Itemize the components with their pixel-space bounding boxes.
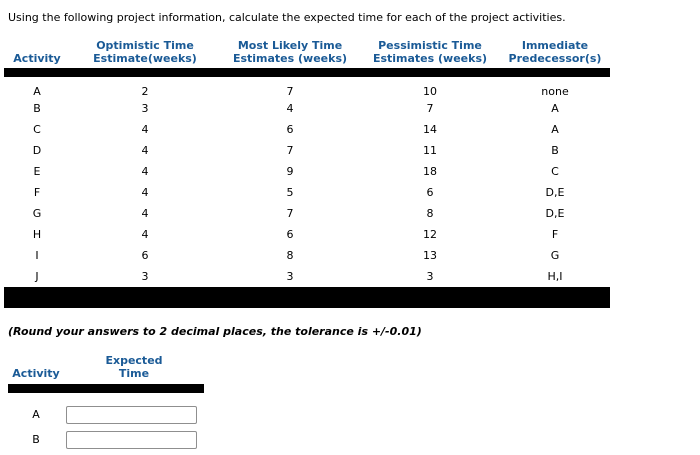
header-activity: Activity xyxy=(13,52,61,65)
cell-predecessors: G xyxy=(550,249,560,262)
answer-table-divider xyxy=(8,384,204,393)
cell-pessimistic: 3 xyxy=(426,270,434,283)
answer-row: A xyxy=(8,393,204,424)
cell-most-likely: 3 xyxy=(286,270,294,283)
answer-row: B xyxy=(8,424,204,455)
cell-activity: J xyxy=(35,270,39,283)
cell-activity: E xyxy=(33,165,41,178)
cell-activity: A xyxy=(32,408,40,421)
cell-pessimistic: 11 xyxy=(423,144,437,157)
cell-predecessors: none xyxy=(541,85,569,98)
table-row: J 3 3 3 H,I xyxy=(4,266,610,287)
cell-optimistic: 4 xyxy=(141,228,149,241)
project-activities-table: Activity Optimistic Time Estimate(weeks)… xyxy=(4,39,610,308)
header-expected-time: Expected Time xyxy=(105,354,163,380)
expected-time-table: Activity Expected Time A B xyxy=(8,354,204,455)
table-row: C 4 6 14 A xyxy=(4,119,610,140)
cell-optimistic: 6 xyxy=(141,249,149,262)
header-most-likely-time: Most Likely Time Estimates (weeks) xyxy=(232,39,348,65)
cell-optimistic: 4 xyxy=(141,144,149,157)
cell-pessimistic: 7 xyxy=(426,102,434,115)
cell-most-likely: 5 xyxy=(286,186,294,199)
table-bottom-divider xyxy=(4,287,610,308)
divider-bar xyxy=(4,287,610,308)
header-row: Activity Optimistic Time Estimate(weeks)… xyxy=(4,39,610,68)
expected-time-input-a[interactable] xyxy=(66,405,197,424)
cell-activity: A xyxy=(33,85,41,98)
header-optimistic-time: Optimistic Time Estimate(weeks) xyxy=(93,39,197,65)
table-row: A 2 7 10 none xyxy=(4,77,610,98)
table-row: D 4 7 11 B xyxy=(4,140,610,161)
cell-activity: H xyxy=(32,228,42,241)
cell-optimistic: 2 xyxy=(141,85,149,98)
cell-predecessors: C xyxy=(551,165,559,178)
cell-predecessors: D,E xyxy=(545,186,565,199)
table-row: B 3 4 7 A xyxy=(4,98,610,119)
cell-optimistic: 4 xyxy=(141,186,149,199)
cell-activity: B xyxy=(33,102,41,115)
cell-most-likely: 7 xyxy=(286,85,294,98)
table-top-divider xyxy=(4,68,610,77)
divider-bar xyxy=(4,68,610,77)
cell-optimistic: 3 xyxy=(141,270,149,283)
cell-expected-time xyxy=(64,424,204,455)
cell-expected-time xyxy=(64,393,204,424)
cell-predecessors: H,I xyxy=(547,270,563,283)
cell-most-likely: 6 xyxy=(286,123,294,136)
cell-most-likely: 6 xyxy=(286,228,294,241)
cell-pessimistic: 10 xyxy=(423,85,437,98)
table-row: G 4 7 8 D,E xyxy=(4,203,610,224)
question-instruction: Using the following project information,… xyxy=(8,11,566,24)
cell-optimistic: 4 xyxy=(141,123,149,136)
cell-most-likely: 7 xyxy=(286,207,294,220)
cell-pessimistic: 13 xyxy=(423,249,437,262)
cell-pessimistic: 8 xyxy=(426,207,434,220)
header-activity: Activity xyxy=(12,367,60,380)
cell-activity: C xyxy=(33,123,41,136)
cell-predecessors: A xyxy=(551,123,559,136)
cell-pessimistic: 12 xyxy=(423,228,437,241)
cell-optimistic: 4 xyxy=(141,165,149,178)
rounding-note: (Round your answers to 2 decimal places,… xyxy=(8,325,422,338)
cell-predecessors: B xyxy=(551,144,559,157)
cell-predecessors: A xyxy=(551,102,559,115)
cell-pessimistic: 18 xyxy=(423,165,437,178)
divider-bar xyxy=(8,384,204,393)
cell-most-likely: 9 xyxy=(286,165,294,178)
cell-pessimistic: 6 xyxy=(426,186,434,199)
table-row: E 4 9 18 C xyxy=(4,161,610,182)
cell-most-likely: 4 xyxy=(286,102,294,115)
cell-activity: B xyxy=(32,433,40,446)
cell-optimistic: 4 xyxy=(141,207,149,220)
table-row: I 6 8 13 G xyxy=(4,245,610,266)
cell-activity: F xyxy=(33,186,41,199)
cell-pessimistic: 14 xyxy=(423,123,437,136)
cell-predecessors: F xyxy=(551,228,559,241)
table-row: H 4 6 12 F xyxy=(4,224,610,245)
cell-activity: D xyxy=(32,144,42,157)
cell-activity: G xyxy=(32,207,42,220)
header-row: Activity Expected Time xyxy=(8,354,204,384)
header-pessimistic-time: Pessimistic Time Estimates (weeks) xyxy=(372,39,488,65)
header-immediate-predecessors: Immediate Predecessor(s) xyxy=(508,39,602,65)
cell-most-likely: 7 xyxy=(286,144,294,157)
cell-optimistic: 3 xyxy=(141,102,149,115)
cell-activity: I xyxy=(35,249,39,262)
cell-most-likely: 8 xyxy=(286,249,294,262)
table-row: F 4 5 6 D,E xyxy=(4,182,610,203)
expected-time-input-b[interactable] xyxy=(66,430,197,449)
cell-predecessors: D,E xyxy=(545,207,565,220)
